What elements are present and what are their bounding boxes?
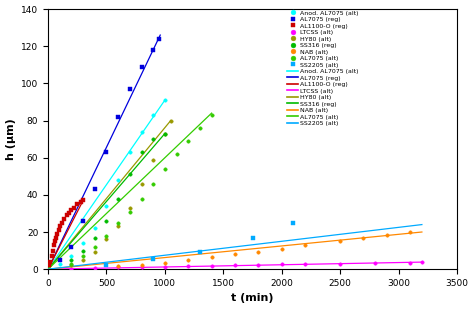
X-axis label: t (min): t (min) (231, 294, 274, 303)
Legend: Anod. AL7075 (alt), AL7075 (reg), AL1100-O (reg), LTCSS (alt), HY80 (alt), SS316: Anod. AL7075 (alt), AL7075 (reg), AL1100… (286, 10, 359, 127)
Y-axis label: h (μm): h (μm) (6, 118, 16, 160)
